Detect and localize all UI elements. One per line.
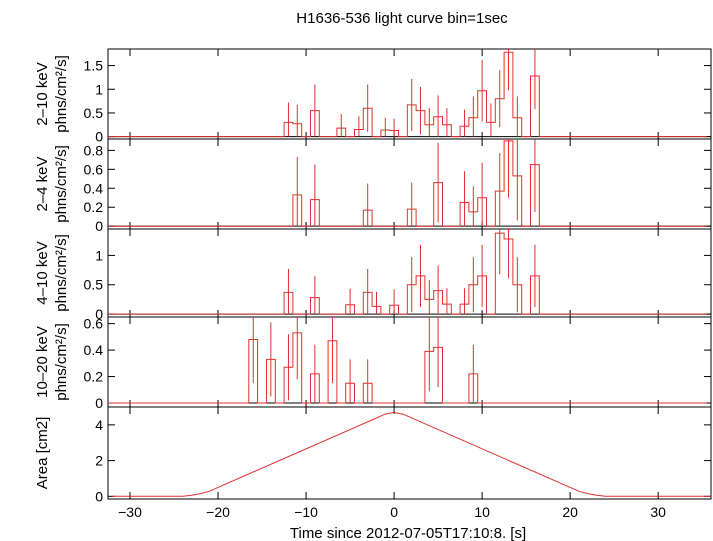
y-axis-unit-label: phns/cm²/s] [53, 234, 70, 312]
x-axis-label: Time since 2012-07-05T17:10:8. [s] [290, 525, 526, 541]
panel-4: 0 2 4 Area [cm2] [34, 406, 712, 504]
y-axis-label: Area [cm2] [34, 417, 51, 490]
y-tick-label: 0.6 [84, 161, 104, 177]
x-tick-label: 30 [650, 504, 666, 520]
panel-frame [107, 406, 712, 500]
y-tick-label: 0.6 [84, 316, 104, 332]
y-tick-label: 0.2 [84, 369, 104, 385]
y-tick-label: 0.2 [84, 199, 104, 215]
light-curve-step [108, 140, 707, 227]
y-tick-label: 0.8 [84, 142, 104, 158]
y-tick-label: 2 [95, 453, 103, 469]
light-curve-step [108, 332, 707, 404]
panel-frame [107, 48, 712, 140]
panel-1: 0 0.2 0.4 0.6 0.8 2–4 keV phns/cm²/s] [34, 138, 712, 234]
x-tick-label: −20 [206, 504, 230, 520]
y-tick-label: 0 [95, 306, 103, 322]
x-tick-label: 0 [390, 504, 398, 520]
y-tick-label: 0.4 [84, 180, 104, 196]
x-tick-label: −10 [294, 504, 318, 520]
y-tick-label: 0.5 [84, 277, 104, 293]
panel-frame [107, 228, 712, 318]
y-tick-label: 0 [95, 488, 103, 504]
x-tick-label: 20 [562, 504, 578, 520]
light-curve-step [108, 232, 707, 315]
panel-0: 0 0.5 1 1.5 2–10 keV phns/cm²/s] [34, 48, 712, 145]
panel-2: 0 0.5 1 4–10 keV phns/cm²/s] [34, 228, 712, 322]
y-tick-label: 0 [95, 218, 103, 234]
y-axis-unit-label: phns/cm²/s] [53, 145, 70, 223]
y-axis-label: 4–10 keV [34, 241, 51, 304]
y-tick-label: 0 [95, 395, 103, 411]
y-axis-label: 2–4 keV [34, 156, 51, 211]
light-curve-step [108, 51, 707, 138]
y-axis-label: 2–10 keV [34, 62, 51, 125]
y-axis-label: 10–20 keV [34, 326, 51, 398]
x-tick-labels: −30 −20 −10 0 10 20 30 [118, 504, 666, 520]
y-tick-label: 1.5 [84, 58, 104, 74]
y-axis-unit-label: phns/cm²/s] [53, 55, 70, 133]
y-tick-label: 4 [95, 417, 103, 433]
panel-frame [107, 138, 712, 230]
panel-frame [107, 316, 712, 408]
area-curve [112, 411, 711, 497]
y-axis-unit-label: phns/cm²/s] [53, 323, 70, 401]
x-tick-label: 10 [474, 504, 490, 520]
x-tick-label: −30 [118, 504, 142, 520]
y-tick-label: 0 [95, 129, 103, 145]
y-tick-label: 0.4 [84, 342, 104, 358]
y-tick-label: 1 [95, 247, 103, 263]
y-tick-label: 1 [95, 81, 103, 97]
chart-title: H1636-536 light curve bin=1sec [296, 10, 508, 27]
panel-3: 0 0.2 0.4 0.6 10–20 keV phns/cm²/s] [34, 316, 712, 411]
y-tick-label: 0.5 [84, 105, 104, 121]
panels: 00.511.52–10 keV phns/cm²/s]00.20.40.60.8… [34, 48, 712, 520]
